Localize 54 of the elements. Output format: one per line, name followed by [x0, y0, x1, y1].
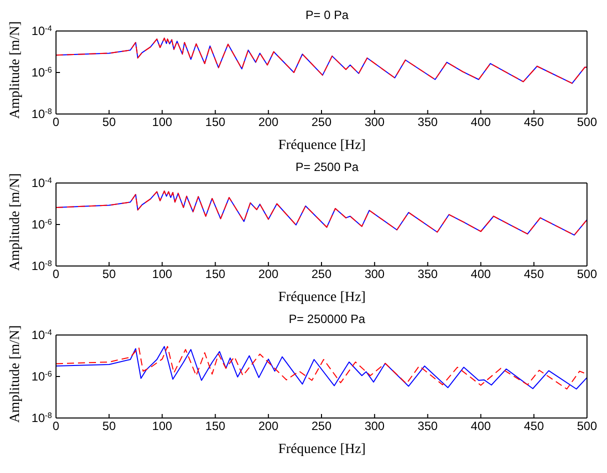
- x-axis-title: Fréquence [Hz]: [277, 442, 367, 458]
- x-tick-label: 0: [52, 419, 60, 433]
- x-axis-title: Fréquence [Hz]: [277, 290, 367, 306]
- x-tick-label: 300: [364, 115, 385, 129]
- x-tick-label: 100: [152, 419, 173, 433]
- y-tick-label: 10$^{-4}$: [32, 328, 53, 342]
- x-tick-label: 400: [470, 115, 492, 129]
- x-tick-label: 400: [470, 267, 492, 281]
- line-series: [56, 38, 587, 84]
- y-tick-label: 10$^{-4}$: [32, 24, 53, 38]
- x-tick-label: 450: [524, 267, 544, 281]
- x-tick-label: 400: [470, 419, 492, 433]
- x-axis-title: Fréquence [Hz]: [277, 138, 367, 154]
- x-tick-label: 100: [152, 267, 173, 281]
- y-tick-label: 10$^{-8}$: [32, 410, 53, 425]
- x-tick-label: 500: [576, 115, 598, 129]
- x-tick-label: 500: [576, 267, 598, 281]
- y-tick-label: 10$^{-6}$: [32, 65, 53, 80]
- x-tick-label: 0: [52, 267, 60, 281]
- x-tick-label: 300: [364, 419, 385, 433]
- x-tick-label: 250: [311, 267, 332, 281]
- line-series: [56, 190, 587, 236]
- y-tick-label: 10$^{-6}$: [32, 369, 53, 384]
- y-axis-title: Amplitude [m/N]: [8, 21, 24, 119]
- y-tick-label: 10$^{-6}$: [32, 217, 53, 232]
- y-axis-title: Amplitude [m/N]: [8, 325, 24, 423]
- x-tick-label: 300: [364, 267, 385, 281]
- x-tick-label: 200: [258, 267, 279, 281]
- x-tick-label: 350: [418, 419, 438, 433]
- y-tick-label: 10$^{-4}$: [32, 176, 53, 190]
- x-tick-label: 150: [205, 419, 226, 433]
- x-tick-label: 500: [576, 419, 598, 433]
- x-tick-label: 250: [311, 115, 332, 129]
- x-tick-label: 350: [418, 267, 438, 281]
- chart-title: P= 250000 Pa: [288, 312, 366, 326]
- y-tick-label: 10$^{-8}$: [32, 258, 53, 273]
- x-tick-label: 0: [52, 115, 60, 129]
- x-tick-label: 50: [102, 115, 116, 129]
- x-tick-label: 200: [258, 419, 279, 433]
- x-tick-label: 50: [102, 419, 116, 433]
- x-tick-label: 150: [205, 267, 226, 281]
- x-tick-label: 50: [102, 267, 116, 281]
- x-tick-label: 150: [205, 115, 226, 129]
- y-axis-title: Amplitude [m/N]: [8, 173, 24, 271]
- x-tick-label: 250: [311, 419, 332, 433]
- x-tick-label: 450: [524, 419, 544, 433]
- y-tick-label: 10$^{-8}$: [32, 106, 53, 121]
- x-tick-label: 200: [258, 115, 279, 129]
- x-tick-label: 350: [418, 115, 438, 129]
- line-series: [56, 346, 587, 390]
- x-tick-label: 450: [524, 115, 544, 129]
- chart-title: P= 0 Pa: [304, 8, 350, 22]
- x-tick-label: 100: [152, 115, 173, 129]
- chart-title: P= 2500 Pa: [294, 160, 360, 174]
